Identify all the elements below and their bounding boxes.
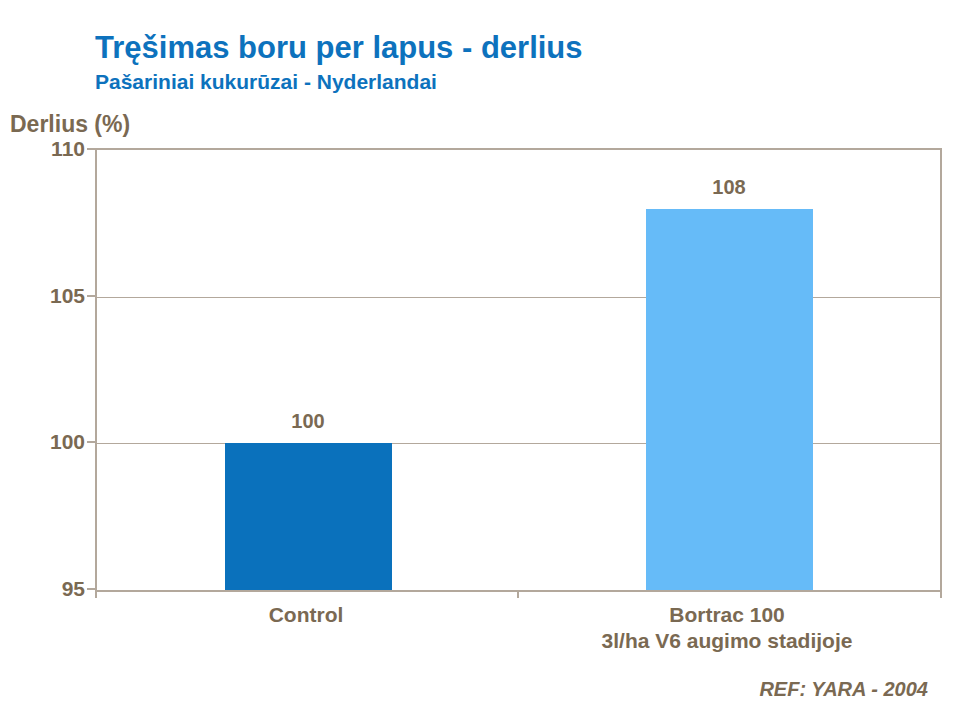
y-tick-label-105: 105 [10,284,85,308]
x-category-label-bortrac-100: Bortrac 1003l/ha V6 augimo stadijoje [507,602,947,655]
bar-bortrac-100 [646,209,813,590]
x-tick-mark [517,590,519,598]
reference-note: REF: YARA - 2004 [759,678,928,701]
slide-canvas: Tręšimas boru per lapus - derlius Pašari… [0,0,960,720]
y-tick-label-110: 110 [10,137,85,161]
chart-subtitle: Pašariniai kukurūzai - Nyderlandai [95,70,437,94]
y-tick-label-100: 100 [10,430,85,454]
x-tick-mark [940,590,942,598]
bar-control [225,443,392,590]
x-category-main: Control [86,602,526,628]
y-tick-mark [87,295,95,297]
y-tick-label-95: 95 [10,577,85,601]
y-tick-mark [87,148,95,150]
gridline-105 [97,297,940,298]
y-axis-label: Derlius (%) [10,111,130,138]
plot-area: 100 108 [95,148,942,592]
y-tick-mark [87,441,95,443]
y-tick-mark [87,588,95,590]
x-category-main: Bortrac 100 [507,602,947,628]
gridline-100 [97,443,940,444]
x-category-label-control: Control [86,602,526,628]
chart-title: Tręšimas boru per lapus - derlius [95,30,583,66]
x-category-sub: 3l/ha V6 augimo stadijoje [507,628,947,654]
bar-value-label: 100 [291,410,324,433]
x-tick-mark [95,590,97,598]
bar-value-label: 108 [712,176,745,199]
